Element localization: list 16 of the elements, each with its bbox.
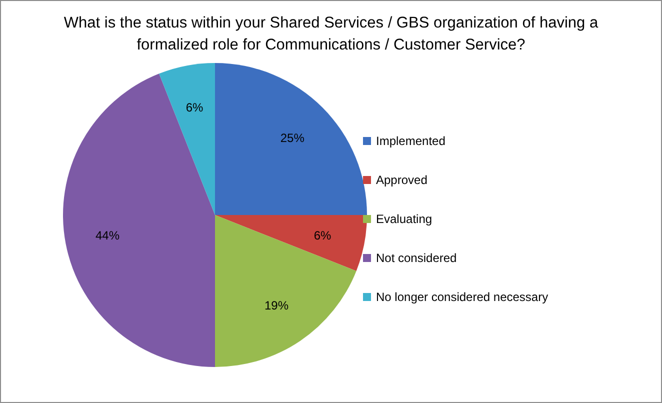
data-label: 25% <box>280 130 305 145</box>
data-label: 19% <box>264 298 289 313</box>
data-label: 6% <box>186 100 204 115</box>
pie-slice <box>63 74 215 367</box>
pie-slice <box>215 63 367 215</box>
chart-title: What is the status within your Shared Services / GBS organization of having a formalized role for Communications / Customer Service? <box>64 14 598 54</box>
data-label: 6% <box>314 228 332 243</box>
pie-slice <box>159 63 215 215</box>
data-label: 44% <box>95 228 120 243</box>
legend-label: Approved <box>376 173 428 188</box>
legend-label: Evaluating <box>376 212 432 226</box>
pie-slice <box>215 215 356 367</box>
legend-label: Implemented <box>376 134 446 148</box>
legend-label: No longer considered necessary <box>376 290 548 304</box>
pie-slice <box>215 215 367 271</box>
legend-label: Not considered <box>376 251 457 266</box>
